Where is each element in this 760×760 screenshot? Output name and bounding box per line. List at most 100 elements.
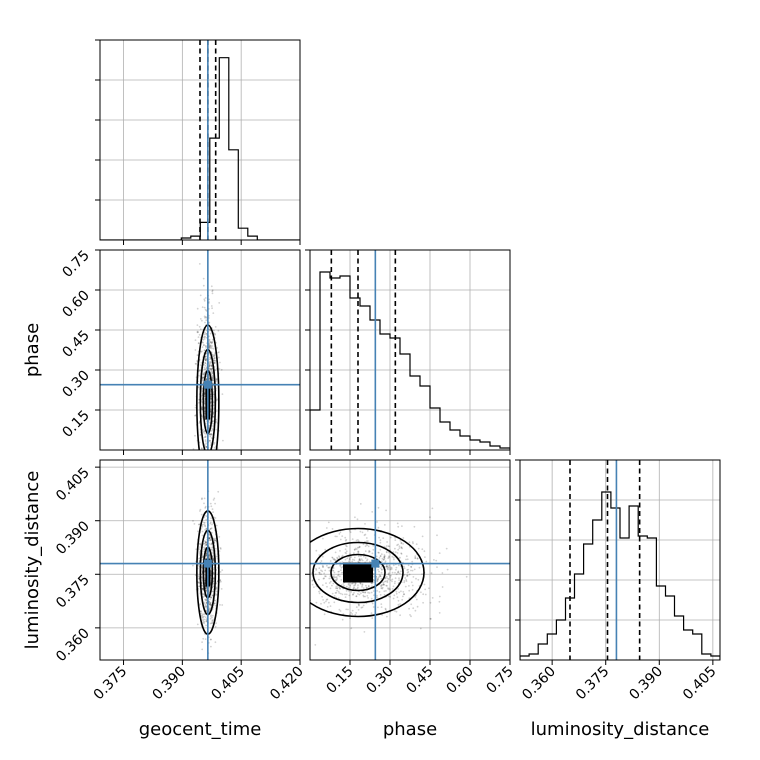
sample-point [445, 547, 448, 550]
sample-point [383, 583, 385, 586]
sample-point [353, 552, 355, 554]
sample-point [205, 599, 208, 602]
sample-point [387, 578, 390, 581]
sample-point [389, 588, 391, 591]
sample-point [337, 597, 340, 599]
sample-point [201, 588, 204, 590]
sample-point [441, 572, 444, 574]
sample-point [214, 502, 216, 505]
sample-point [400, 542, 403, 545]
sample-point [357, 555, 360, 558]
sample-point [341, 566, 344, 568]
sample-point [376, 596, 378, 599]
sample-point [213, 354, 216, 357]
sample-point [208, 352, 211, 355]
sample-point [209, 439, 211, 442]
sample-point [303, 545, 305, 547]
sample-point [370, 591, 373, 594]
sample-point [392, 597, 395, 600]
sample-point [344, 551, 347, 554]
sample-point [199, 510, 201, 512]
sample-point [372, 579, 375, 582]
sample-point [345, 550, 348, 553]
sample-point [209, 332, 212, 335]
sample-point [421, 535, 424, 538]
sample-point [376, 580, 379, 583]
sample-point [198, 342, 200, 345]
sample-point [359, 530, 362, 533]
sample-point [378, 591, 381, 593]
sample-point [387, 573, 390, 575]
sample-point [209, 361, 212, 364]
sample-point [218, 367, 221, 370]
sample-point [198, 552, 201, 555]
sample-point [212, 422, 214, 425]
sample-point [205, 329, 208, 332]
sample-point [345, 552, 348, 555]
panel-content [310, 250, 510, 450]
sample-point [209, 356, 212, 359]
sample-point [376, 594, 378, 597]
sample-point [214, 604, 217, 607]
sample-point [209, 410, 212, 413]
sample-point [318, 578, 320, 581]
sample-point [365, 543, 368, 546]
sample-point [201, 387, 204, 390]
sample-point [198, 523, 201, 526]
sample-point [339, 592, 342, 595]
x-tick-label: 0.75 [483, 664, 516, 697]
sample-point [209, 539, 212, 542]
sample-point [370, 612, 373, 615]
sample-point [371, 511, 374, 513]
sample-point [360, 606, 363, 609]
sample-point [205, 541, 207, 544]
sample-point [420, 591, 422, 594]
sample-point [355, 595, 358, 598]
sample-point [378, 574, 381, 576]
sample-point [199, 294, 202, 297]
sample-point [353, 584, 355, 587]
y-tick-label: 0.375 [53, 572, 93, 612]
sample-point [216, 398, 218, 400]
sample-point [204, 435, 207, 438]
sample-point [349, 556, 351, 558]
sample-point [209, 344, 212, 347]
sample-point [204, 544, 207, 546]
sample-point [350, 627, 353, 630]
sample-point [335, 578, 338, 581]
sample-point [192, 564, 194, 567]
sample-point [360, 555, 362, 557]
sample-point [221, 569, 224, 571]
grid [310, 250, 511, 450]
sample-point [205, 541, 207, 544]
sample-point [331, 584, 333, 587]
sample-point [211, 372, 214, 375]
sample-point [408, 597, 411, 600]
sample-point [208, 343, 210, 345]
sample-point [397, 543, 400, 546]
x-tick-label: 0.30 [363, 664, 396, 697]
sample-point [203, 436, 206, 439]
panel-phase-phase [305, 249, 511, 455]
sample-point [397, 582, 400, 584]
sample-point [401, 598, 404, 601]
sample-point [408, 607, 410, 610]
sample-point [416, 557, 419, 560]
sample-point [341, 535, 344, 537]
sample-point [345, 590, 348, 592]
sample-point [370, 597, 373, 600]
sample-point [361, 584, 364, 587]
sample-point [202, 556, 204, 558]
sample-point [208, 537, 211, 540]
sample-point [384, 560, 387, 563]
sample-point [193, 523, 196, 525]
sample-point [335, 576, 338, 578]
sample-point [199, 543, 202, 546]
sample-point [204, 362, 207, 365]
panel-frame [99, 459, 301, 661]
sample-point [198, 401, 200, 404]
sample-point [384, 555, 386, 558]
sample-point [209, 601, 212, 604]
sample-point [422, 593, 425, 596]
sample-point [209, 395, 212, 398]
